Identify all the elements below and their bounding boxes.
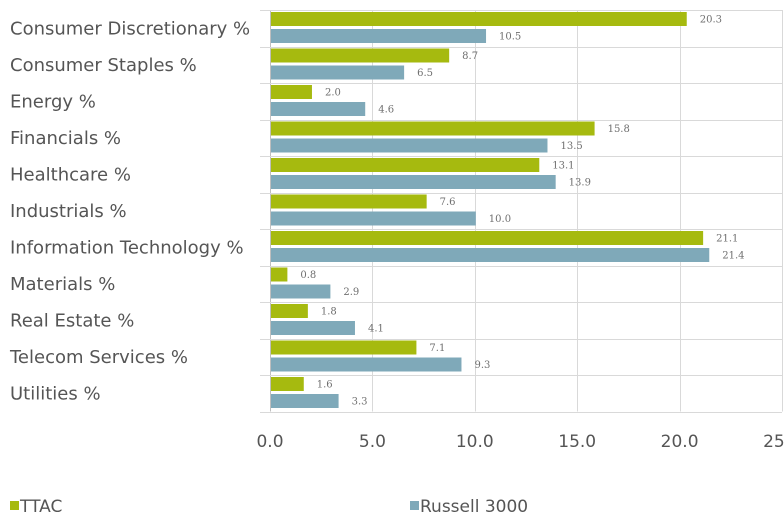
bar-russell-3000-0 — [271, 29, 487, 43]
axis: 0.0 5.0 10.0 15.0 20.0 25.0 — [256, 432, 784, 452]
value-label-ttac-4: 13.1 — [552, 161, 574, 172]
x-tick-label-0: 0.0 — [256, 432, 283, 452]
bar-russell-3000-6 — [271, 248, 710, 262]
bar-ttac-10 — [271, 377, 304, 391]
x-tick-label-5: 25.0 — [763, 432, 784, 452]
legend-label-ttac: TTAC — [19, 497, 62, 516]
value-label-russell-3000-2: 4.6 — [378, 105, 394, 116]
legend-swatch-ttac — [10, 501, 19, 510]
category-label-0: Consumer Discretionary % — [10, 18, 250, 39]
bar-ttac-8 — [271, 304, 308, 318]
legend: TTAC Russell 3000 — [10, 497, 528, 516]
x-tick-label-2: 10.0 — [456, 432, 494, 452]
category-label-1: Consumer Staples % — [10, 55, 197, 76]
bar-ttac-9 — [271, 340, 417, 355]
bar-ttac-1 — [271, 48, 450, 63]
value-label-ttac-3: 15.8 — [608, 124, 630, 135]
bar-ttac-7 — [271, 267, 288, 282]
x-tick-label-1: 5.0 — [359, 432, 386, 452]
bar-russell-3000-9 — [271, 357, 462, 372]
bar-russell-3000-2 — [271, 102, 366, 116]
value-label-ttac-5: 7.6 — [440, 197, 456, 208]
value-label-russell-3000-1: 6.5 — [417, 68, 433, 79]
x-tick-label-4: 20.0 — [661, 432, 699, 452]
bar-ttac-5 — [271, 194, 427, 209]
category-label-2: Energy % — [10, 91, 96, 112]
bar-ttac-6 — [271, 231, 704, 245]
value-label-ttac-9: 7.1 — [429, 343, 445, 354]
value-label-ttac-8: 1.8 — [321, 307, 337, 318]
legend-label-russell-3000: Russell 3000 — [420, 497, 528, 516]
bars — [271, 12, 710, 408]
value-label-russell-3000-10: 3.3 — [352, 397, 368, 408]
value-label-russell-3000-5: 10.0 — [489, 214, 511, 225]
value-label-russell-3000-6: 21.4 — [722, 251, 744, 262]
value-label-ttac-7: 0.8 — [300, 270, 316, 281]
value-label-ttac-6: 21.1 — [716, 234, 738, 245]
category-label-8: Real Estate % — [10, 310, 134, 331]
bar-russell-3000-10 — [271, 394, 339, 408]
category-label-7: Materials % — [10, 274, 115, 295]
value-label-russell-3000-4: 13.9 — [569, 178, 591, 189]
value-label-russell-3000-7: 2.9 — [343, 287, 359, 298]
bar-russell-3000-1 — [271, 65, 405, 80]
bar-russell-3000-3 — [271, 138, 548, 153]
bar-russell-3000-5 — [271, 211, 476, 226]
bar-ttac-4 — [271, 158, 540, 172]
legend-swatch-russell-3000 — [410, 501, 419, 510]
category-label-10: Utilities % — [10, 383, 101, 404]
value-label-ttac-1: 8.7 — [462, 51, 478, 62]
value-label-ttac-2: 2.0 — [325, 88, 341, 99]
category-label-3: Financials % — [10, 128, 121, 149]
value-label-russell-3000-0: 10.5 — [499, 32, 521, 43]
value-label-ttac-0: 20.3 — [700, 15, 722, 26]
value-label-russell-3000-8: 4.1 — [368, 324, 384, 335]
bar-ttac-0 — [271, 12, 687, 26]
x-tick-label-3: 15.0 — [558, 432, 596, 452]
bar-russell-3000-7 — [271, 284, 331, 299]
category-label-9: Telecom Services % — [9, 347, 188, 368]
category-label-6: Information Technology % — [10, 237, 244, 258]
value-label-russell-3000-9: 9.3 — [474, 360, 490, 371]
category-label-5: Industrials % — [10, 201, 127, 222]
value-label-russell-3000-3: 13.5 — [560, 141, 582, 152]
bar-russell-3000-8 — [271, 321, 355, 335]
bar-ttac-2 — [271, 85, 312, 99]
labels: 20.3 10.5 Consumer Discretionary % 8.7 6.5 Co… — [9, 15, 745, 408]
bar-ttac-3 — [271, 121, 595, 136]
gridlines — [260, 10, 783, 413]
bar-russell-3000-4 — [271, 175, 556, 189]
value-label-ttac-10: 1.6 — [317, 380, 333, 391]
category-label-4: Healthcare % — [10, 164, 131, 185]
